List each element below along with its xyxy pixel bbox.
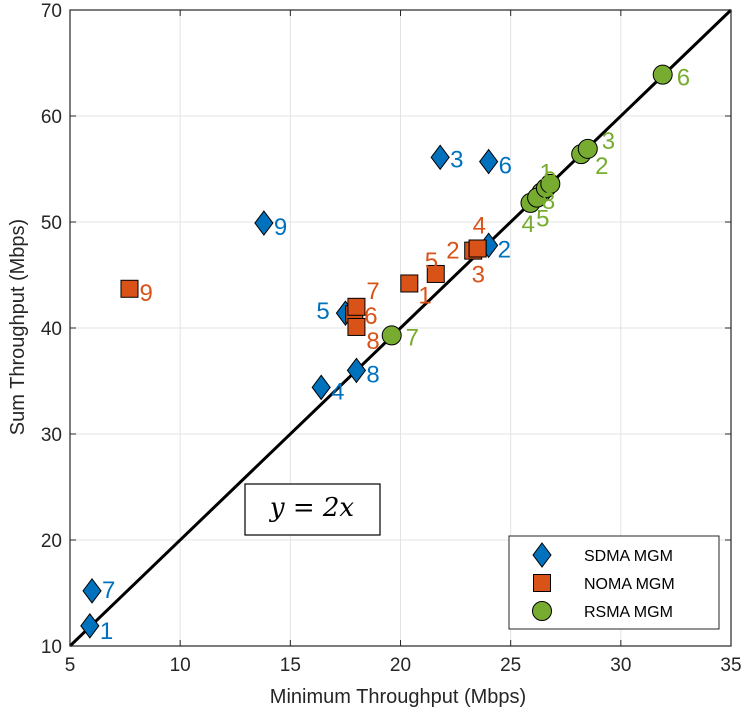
noma-mgm-point-label: 5 xyxy=(425,248,438,275)
rsma-mgm-point-label: 8 xyxy=(542,188,555,215)
noma-mgm-point xyxy=(120,279,139,298)
noma-mgm-point xyxy=(426,264,445,283)
legend-marker-sdma-mgm xyxy=(532,542,552,568)
equation-box xyxy=(244,483,381,536)
y-tick-label: 50 xyxy=(41,213,62,234)
sdma-mgm-point xyxy=(82,578,102,604)
sdma-mgm-point xyxy=(346,357,367,384)
y-tick-label: 60 xyxy=(41,107,62,128)
x-axis-label: Minimum Throughput (Mbps) xyxy=(270,686,526,708)
rsma-mgm-point xyxy=(381,325,402,346)
rsma-mgm-point xyxy=(577,138,598,159)
sdma-mgm-point-label: 3 xyxy=(450,146,463,173)
sdma-mgm-point-label: 6 xyxy=(499,153,512,180)
y-tick-label: 70 xyxy=(41,1,62,22)
x-tick-label: 20 xyxy=(390,655,411,676)
rsma-mgm-point-label: 9 xyxy=(543,167,556,194)
sdma-mgm-point xyxy=(80,613,100,639)
y-tick-label: 10 xyxy=(41,637,62,658)
legend-label-rsma-mgm: RSMA MGM xyxy=(584,604,673,621)
sdma-mgm-point-label: 8 xyxy=(366,361,379,388)
x-tick-label: 15 xyxy=(280,655,301,676)
noma-mgm-point-label: 7 xyxy=(366,278,379,305)
sdma-mgm-point xyxy=(311,374,331,401)
sdma-mgm-point xyxy=(430,144,450,171)
rsma-mgm-point-label: 5 xyxy=(536,206,549,233)
y-axis-label: Sum Throughput (Mbps) xyxy=(7,219,29,435)
noma-mgm-point-label: 8 xyxy=(366,328,379,355)
noma-mgm-point xyxy=(347,317,366,336)
legend: SDMA MGM NOMA MGM RSMA MGM xyxy=(508,535,720,630)
legend-label-noma-mgm: NOMA MGM xyxy=(584,576,675,593)
reference-line-layer xyxy=(68,8,733,648)
noma-mgm-point-label: 6 xyxy=(364,303,377,330)
sdma-mgm-point xyxy=(254,210,274,236)
equation-text: y = 2x xyxy=(269,493,355,523)
x-tick-label: 25 xyxy=(500,655,521,676)
x-tick-label: 10 xyxy=(170,655,191,676)
x-tick-label: 5 xyxy=(65,655,76,676)
equation-annotation: y = 2x xyxy=(244,483,381,536)
sdma-mgm-point-label: 7 xyxy=(102,577,115,604)
sdma-mgm-point-label: 5 xyxy=(316,298,329,325)
rsma-mgm-point xyxy=(652,64,673,85)
rsma-mgm-point-label: 4 xyxy=(521,211,534,238)
y-tick-label: 20 xyxy=(41,531,62,552)
sdma-mgm-point-label: 4 xyxy=(331,378,344,405)
noma-mgm-point xyxy=(468,239,487,258)
sdma-mgm-point-label: 1 xyxy=(100,618,113,645)
data-points xyxy=(80,64,673,639)
rsma-mgm-point-label: 2 xyxy=(595,153,608,180)
legend-marker-noma-mgm xyxy=(533,574,551,592)
rsma-mgm-point-label: 7 xyxy=(406,324,419,351)
rsma-mgm-point xyxy=(540,173,561,194)
noma-mgm-point xyxy=(347,297,366,316)
x-tick-label: 30 xyxy=(610,655,631,676)
legend-marker-rsma-mgm xyxy=(532,601,552,621)
legend-label-sdma-mgm: SDMA MGM xyxy=(584,548,673,565)
y-tick-label: 30 xyxy=(41,425,62,446)
noma-mgm-point-label: 3 xyxy=(472,262,485,289)
noma-mgm-point-label: 1 xyxy=(418,282,431,309)
y-tick-label: 40 xyxy=(41,319,62,340)
noma-mgm-point xyxy=(400,274,419,293)
sdma-mgm-point-label: 2 xyxy=(498,236,511,263)
rsma-mgm-point-label: 6 xyxy=(677,65,690,92)
x-tick-label: 35 xyxy=(720,655,741,676)
noma-mgm-point-label: 2 xyxy=(446,238,459,265)
rsma-mgm-point-label: 1 xyxy=(540,159,553,186)
noma-mgm-point-label: 4 xyxy=(473,213,486,240)
noma-mgm-point-label: 9 xyxy=(139,280,152,307)
sdma-mgm-point xyxy=(479,148,499,175)
reference-line xyxy=(68,8,733,648)
rsma-mgm-point-label: 3 xyxy=(602,128,615,155)
sdma-mgm-point-label: 9 xyxy=(274,214,287,241)
